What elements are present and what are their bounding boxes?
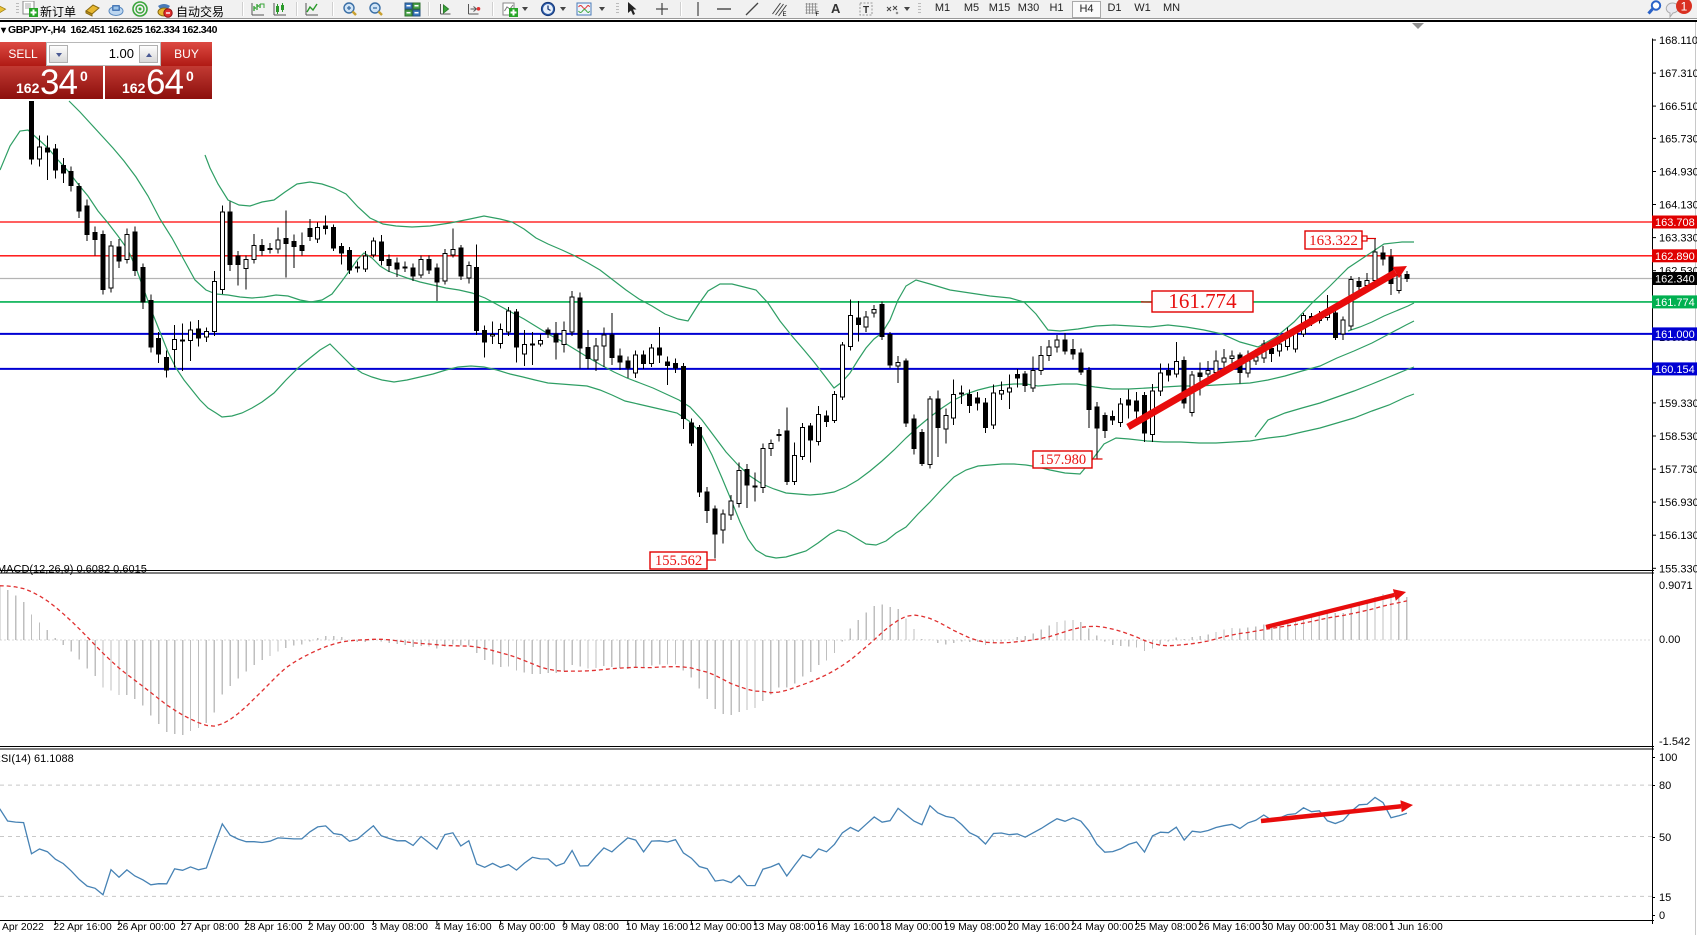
svg-text:30 May 00:00: 30 May 00:00 — [1262, 922, 1325, 933]
svg-text:100: 100 — [1659, 752, 1677, 764]
svg-text:162.340: 162.340 — [1655, 274, 1695, 286]
svg-text:12 May 00:00: 12 May 00:00 — [689, 922, 752, 933]
svg-text:164.930: 164.930 — [1659, 166, 1697, 178]
svg-text:22 Apr 16:00: 22 Apr 16:00 — [53, 922, 112, 933]
svg-text:1: 1 — [1681, 0, 1688, 14]
svg-text:24 May 00:00: 24 May 00:00 — [1071, 922, 1134, 933]
svg-text:80: 80 — [1659, 780, 1671, 792]
svg-text:25 May 08:00: 25 May 08:00 — [1135, 922, 1198, 933]
svg-text:166.510: 166.510 — [1659, 101, 1697, 113]
svg-text:50: 50 — [1659, 832, 1671, 844]
svg-text:16 May 16:00: 16 May 16:00 — [817, 922, 880, 933]
svg-text:27 Apr 08:00: 27 Apr 08:00 — [181, 922, 240, 933]
svg-text:3 May 08:00: 3 May 08:00 — [371, 922, 428, 933]
svg-text:MACD(12,26,9) 0.6082 0.6015: MACD(12,26,9) 0.6082 0.6015 — [0, 564, 147, 576]
svg-text:160.154: 160.154 — [1655, 364, 1695, 376]
svg-text:6 May 00:00: 6 May 00:00 — [499, 922, 556, 933]
svg-text:2 May 00:00: 2 May 00:00 — [308, 922, 365, 933]
svg-text:161.000: 161.000 — [1655, 329, 1695, 341]
svg-text:1 Jun 16:00: 1 Jun 16:00 — [1389, 922, 1443, 933]
svg-text:163.330: 163.330 — [1659, 233, 1697, 245]
svg-text:Apr 2022: Apr 2022 — [2, 922, 44, 933]
svg-text:157.730: 157.730 — [1659, 464, 1697, 476]
svg-text:18 May 00:00: 18 May 00:00 — [880, 922, 943, 933]
svg-text:162.890: 162.890 — [1655, 251, 1695, 263]
svg-text:159.330: 159.330 — [1659, 398, 1697, 410]
svg-text:0: 0 — [1659, 910, 1665, 922]
svg-text:10 May 16:00: 10 May 16:00 — [626, 922, 689, 933]
svg-text:155.562: 155.562 — [655, 553, 702, 569]
svg-text:-1.542: -1.542 — [1659, 736, 1690, 748]
svg-text:161.774: 161.774 — [1655, 297, 1695, 309]
svg-text:161.774: 161.774 — [1168, 289, 1237, 313]
svg-text:164.130: 164.130 — [1659, 200, 1697, 212]
svg-text:T: T — [863, 5, 869, 16]
svg-text:168.110: 168.110 — [1659, 35, 1697, 47]
svg-text:167.310: 167.310 — [1659, 68, 1697, 80]
svg-text:163.322: 163.322 — [1309, 233, 1358, 249]
svg-text:163.708: 163.708 — [1655, 217, 1695, 229]
svg-text:E: E — [783, 12, 787, 18]
svg-text:9 May 08:00: 9 May 08:00 — [562, 922, 619, 933]
svg-text:0.00: 0.00 — [1659, 634, 1680, 646]
svg-text:156.130: 156.130 — [1659, 530, 1697, 542]
svg-text:157.980: 157.980 — [1039, 452, 1086, 468]
svg-text:165.730: 165.730 — [1659, 133, 1697, 145]
svg-text:0.9071: 0.9071 — [1659, 580, 1693, 592]
svg-text:13 May 08:00: 13 May 08:00 — [753, 922, 816, 933]
svg-text:RSI(14) 61.1088: RSI(14) 61.1088 — [0, 753, 74, 765]
svg-text:26 May 16:00: 26 May 16:00 — [1198, 922, 1261, 933]
svg-text:20 May 16:00: 20 May 16:00 — [1007, 922, 1070, 933]
svg-text:19 May 08:00: 19 May 08:00 — [944, 922, 1007, 933]
svg-text:158.530: 158.530 — [1659, 431, 1697, 443]
svg-text:F: F — [816, 12, 820, 18]
svg-text:156.930: 156.930 — [1659, 497, 1697, 509]
svg-text:31 May 08:00: 31 May 08:00 — [1325, 922, 1388, 933]
svg-text:26 Apr 00:00: 26 Apr 00:00 — [117, 922, 176, 933]
svg-text:15: 15 — [1659, 892, 1671, 904]
svg-text:28 Apr 16:00: 28 Apr 16:00 — [244, 922, 303, 933]
svg-text:4 May 16:00: 4 May 16:00 — [435, 922, 492, 933]
svg-text:155.330: 155.330 — [1659, 563, 1697, 575]
